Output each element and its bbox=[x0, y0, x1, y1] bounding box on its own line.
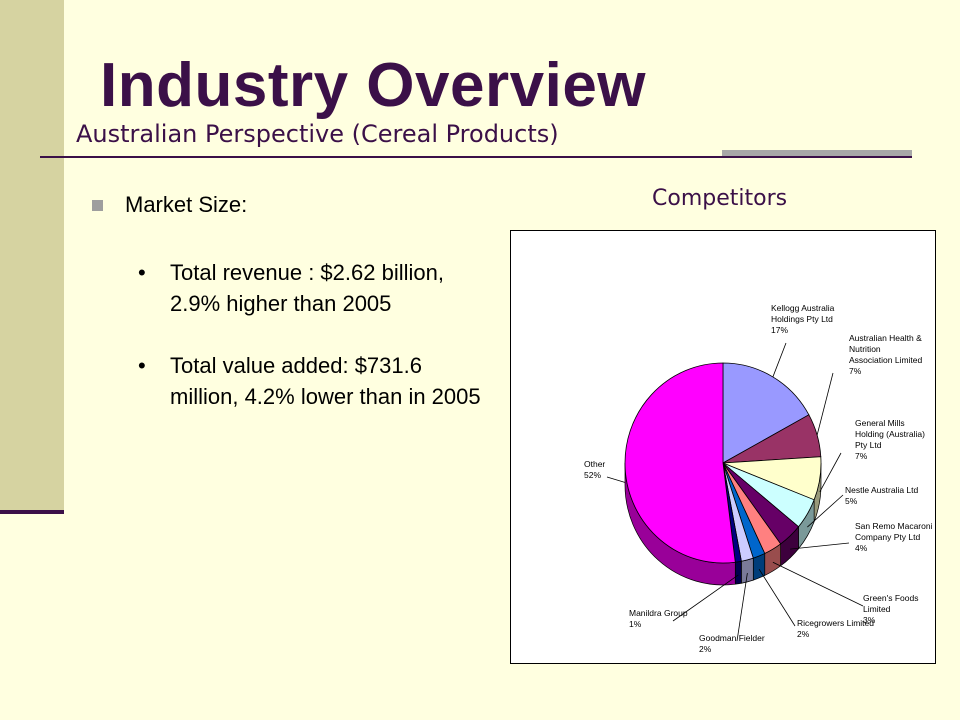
pie-label-line: Nestle Australia Ltd bbox=[845, 485, 919, 495]
pie-label-line: 5% bbox=[845, 496, 858, 506]
pie-top-faces bbox=[624, 362, 822, 564]
pie-slice-label: Green's Foods Limited 3% bbox=[863, 593, 918, 625]
pie-label-line: Goodman Fielder bbox=[699, 633, 765, 643]
pie-label-line: Holding (Australia) bbox=[855, 429, 925, 439]
slide-title: Industry Overview bbox=[100, 51, 647, 120]
bullet-list: • Total revenue : $2.62 billion, 2.9% hi… bbox=[138, 257, 488, 443]
pie-slice-label: Goodman Fielder 2% bbox=[699, 633, 765, 654]
square-bullet-icon bbox=[92, 199, 103, 211]
pie-slice-label: Other 52% bbox=[584, 459, 605, 480]
pie-leader-line bbox=[819, 452, 842, 493]
pie-label-line: Association Limited bbox=[849, 355, 923, 365]
pie-label-line: 7% bbox=[849, 366, 862, 376]
pie-leader-line bbox=[672, 574, 739, 622]
pie-label-line: Nutrition bbox=[849, 344, 881, 354]
pie-label-line: 17% bbox=[771, 325, 788, 335]
pie-label-line: Ricegrowers Limited bbox=[797, 618, 874, 628]
pie-label-line: Manildra Group bbox=[629, 608, 688, 618]
pie-label-line: Other bbox=[584, 459, 605, 469]
pie-slice-label: Kellogg Australia Holdings Pty Ltd 17% bbox=[771, 303, 835, 335]
bullet-text-revenue: Total revenue : $2.62 billion, 2.9% high… bbox=[170, 260, 444, 316]
pie-slice-side bbox=[734, 560, 742, 585]
pie-leader-line bbox=[790, 542, 850, 550]
title-divider bbox=[40, 156, 912, 158]
pie-labels: Kellogg Australia Holdings Pty Ltd 17% Aust… bbox=[584, 303, 933, 654]
pie-slice-side bbox=[741, 557, 754, 584]
title-divider-accent bbox=[722, 150, 912, 156]
bullet-item: • Total value added: $731.6 million, 4.2… bbox=[138, 350, 488, 412]
pie-label-line: 3% bbox=[863, 615, 876, 625]
pie-leader-line bbox=[758, 568, 796, 627]
pie-label-line: 4% bbox=[855, 543, 868, 553]
side-accent-line bbox=[0, 510, 64, 514]
pie-leader-line bbox=[606, 476, 626, 483]
pie-label-line: 1% bbox=[629, 619, 642, 629]
pie-label-line: Holdings Pty Ltd bbox=[771, 314, 833, 324]
pie-label-line: General Mills bbox=[855, 418, 905, 428]
pie-label-line: Australian Health & bbox=[849, 333, 922, 343]
pie-label-line: 7% bbox=[855, 451, 868, 461]
bullet-dot-icon: • bbox=[138, 260, 146, 285]
chart-heading: Competitors bbox=[652, 186, 788, 211]
pie-label-line: Company Pty Ltd bbox=[855, 532, 920, 542]
pie-label-line: 2% bbox=[699, 644, 712, 654]
pie-slice-label: Australian Health & Nutrition Association … bbox=[849, 333, 923, 376]
market-size-heading: Market Size: bbox=[92, 192, 247, 218]
pie-chart-frame: Kellogg Australia Holdings Pty Ltd 17% Aust… bbox=[510, 230, 936, 664]
pie-slice-label: Manildra Group 1% bbox=[629, 608, 688, 629]
bullet-text-value-added: Total value added: $731.6 million, 4.2% … bbox=[170, 353, 481, 409]
side-accent-bar bbox=[0, 0, 64, 512]
pie-slice bbox=[722, 362, 810, 464]
slide-subtitle: Australian Perspective (Cereal Products) bbox=[76, 120, 559, 148]
pie-slice-label: Nestle Australia Ltd 5% bbox=[845, 485, 919, 506]
pie-leader-line bbox=[807, 494, 844, 528]
pie-label-line: Limited bbox=[863, 604, 891, 614]
pie-label-line: San Remo Macaroni bbox=[855, 521, 933, 531]
pie-chart: Kellogg Australia Holdings Pty Ltd 17% Aust… bbox=[584, 303, 933, 654]
pie-leader-line bbox=[772, 342, 787, 378]
pie-leader-line bbox=[772, 561, 864, 607]
bullet-item: • Total revenue : $2.62 billion, 2.9% hi… bbox=[138, 257, 488, 319]
pie-label-line: 52% bbox=[584, 470, 601, 480]
pie-label-line: Green's Foods bbox=[863, 593, 918, 603]
pie-leader-line bbox=[736, 572, 748, 642]
market-size-label: Market Size: bbox=[125, 192, 248, 217]
pie-slice-label: Ricegrowers Limited 2% bbox=[797, 618, 874, 639]
pie-label-line: Pty Ltd bbox=[855, 440, 882, 450]
pie-label-line: Kellogg Australia bbox=[771, 303, 835, 313]
bullet-dot-icon: • bbox=[138, 353, 146, 378]
pie-label-line: 2% bbox=[797, 629, 810, 639]
pie-slice-label: General Mills Holding (Australia) Pty Ltd 7… bbox=[855, 418, 925, 461]
pie-slice-label: San Remo Macaroni Company Pty Ltd 4% bbox=[855, 521, 933, 553]
pie-slice bbox=[624, 362, 736, 564]
pie-leader-line bbox=[816, 372, 834, 436]
